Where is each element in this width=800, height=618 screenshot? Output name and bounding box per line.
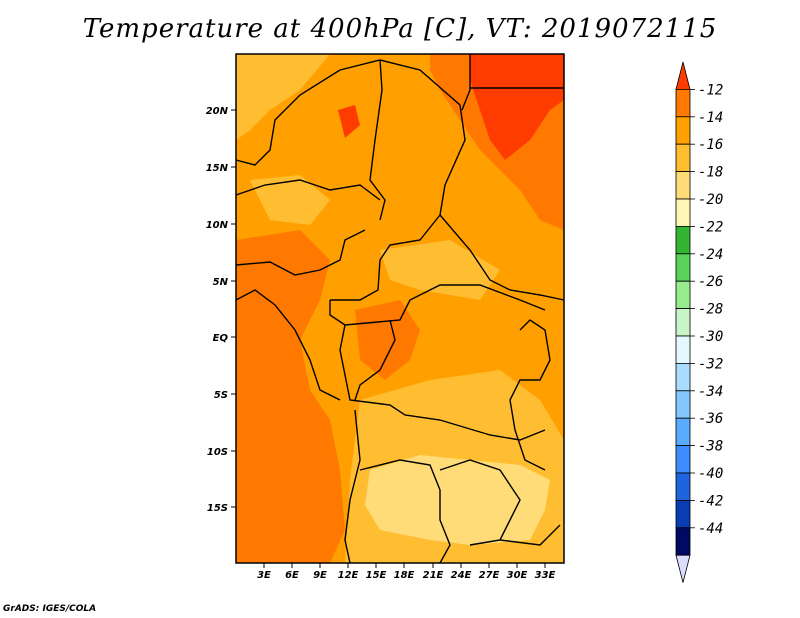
lon-tick-label: 3E bbox=[257, 570, 271, 581]
lon-tick-label: 9E bbox=[313, 570, 327, 581]
colorbar-label: -28 bbox=[698, 302, 723, 318]
lat-tick-label: 5S bbox=[214, 390, 228, 401]
colorbar-label: -38 bbox=[698, 439, 723, 455]
border-line bbox=[354, 319, 396, 401]
colorbar-bottom-triangle bbox=[675, 554, 691, 583]
lon-tick-label: 30E bbox=[507, 570, 528, 581]
colorbar-label: -12 bbox=[698, 82, 723, 98]
colorbar-label: -44 bbox=[698, 521, 723, 537]
lat-tick-label: 20N bbox=[206, 106, 229, 117]
colorbar-segment bbox=[675, 472, 691, 501]
border-line bbox=[235, 229, 366, 276]
colorbar-segment bbox=[675, 335, 691, 364]
colorbar-segment bbox=[675, 171, 691, 200]
border-line bbox=[439, 459, 521, 546]
country-borders bbox=[235, 54, 565, 564]
colorbar-segment bbox=[675, 390, 691, 419]
lon-tick-label: 15E bbox=[366, 570, 387, 581]
lat-tick-label: 15N bbox=[206, 163, 229, 174]
lon-tick-label: 12E bbox=[338, 570, 359, 581]
colorbar-label: -22 bbox=[698, 219, 723, 235]
lat-tick-label: EQ bbox=[213, 333, 229, 344]
temperature-field bbox=[236, 54, 564, 563]
colorbar-label: -24 bbox=[698, 247, 723, 263]
map-title: Temperature at 400hPa [C], VT: 201907211… bbox=[82, 14, 718, 44]
field-region-14-west bbox=[236, 230, 345, 563]
lat-tick-label: 10S bbox=[207, 447, 228, 458]
border-line bbox=[329, 284, 546, 326]
colorbar-label: -42 bbox=[698, 493, 723, 509]
lon-tick-label: 27E bbox=[479, 570, 500, 581]
field-region-12 bbox=[470, 54, 564, 160]
field-region-18-north bbox=[236, 54, 330, 140]
colorbar-segment bbox=[675, 116, 691, 145]
lat-tick-label: 15S bbox=[207, 503, 228, 514]
border-line bbox=[330, 214, 441, 301]
colorbar-segment bbox=[675, 417, 691, 447]
colorbar-label: -30 bbox=[698, 329, 723, 345]
lat-tick-label: 10N bbox=[206, 220, 229, 231]
border-line bbox=[359, 459, 451, 564]
lon-tick-label: 33E bbox=[535, 570, 556, 581]
lon-tick-label: 6E bbox=[285, 570, 299, 581]
border-line bbox=[235, 179, 381, 201]
colorbar-segment bbox=[675, 89, 691, 118]
field-region-12-spot bbox=[338, 105, 360, 138]
border-line bbox=[439, 214, 565, 301]
colorbar-segment bbox=[675, 143, 691, 172]
colorbar-label: -36 bbox=[698, 411, 723, 427]
border-line bbox=[235, 59, 466, 216]
colorbar-label: -40 bbox=[698, 466, 723, 482]
border-line bbox=[339, 324, 546, 441]
colorbar-segment bbox=[675, 308, 691, 337]
colorbar-top-triangle bbox=[675, 61, 691, 90]
colorbar-segment bbox=[675, 280, 691, 310]
lon-tick-label: 24E bbox=[451, 570, 472, 581]
lon-tick-label: 21E bbox=[423, 570, 444, 581]
colorbar-segment bbox=[675, 253, 691, 282]
colorbar-label: -18 bbox=[698, 165, 723, 181]
lat-ticks bbox=[231, 109, 236, 508]
lon-tick-label: 18E bbox=[394, 570, 415, 581]
border-line bbox=[499, 524, 561, 546]
border-line bbox=[369, 59, 386, 221]
border-line bbox=[461, 54, 471, 111]
colorbar: -12 -14 -16 -18 -20 -22 -24 -26 -28 -30 -32 -34 -36 -… bbox=[675, 61, 723, 583]
colorbar-label: -32 bbox=[698, 356, 723, 372]
border-line bbox=[509, 319, 551, 471]
border-line bbox=[235, 289, 341, 401]
colorbar-segment bbox=[675, 362, 691, 392]
grads-credit: GrADS: IGES/COLA bbox=[3, 604, 97, 614]
field-region-14-center bbox=[355, 300, 420, 380]
lat-tick-label: 5N bbox=[213, 277, 229, 288]
field-region-18-sahel bbox=[250, 175, 330, 225]
map-frame bbox=[235, 53, 565, 564]
colorbar-label: -34 bbox=[698, 384, 723, 400]
colorbar-segment bbox=[675, 499, 691, 529]
colorbar-segment bbox=[675, 445, 691, 474]
colorbar-label: -14 bbox=[698, 110, 723, 126]
field-region-20 bbox=[365, 455, 550, 545]
border-line bbox=[344, 409, 361, 564]
lon-ticks bbox=[263, 563, 546, 568]
colorbar-segment bbox=[675, 198, 691, 227]
colorbar-label: -26 bbox=[698, 274, 723, 290]
colorbar-segment bbox=[675, 527, 691, 556]
colorbar-segment bbox=[675, 225, 691, 255]
colorbar-label: -20 bbox=[698, 192, 723, 208]
colorbar-label: -16 bbox=[698, 137, 723, 153]
